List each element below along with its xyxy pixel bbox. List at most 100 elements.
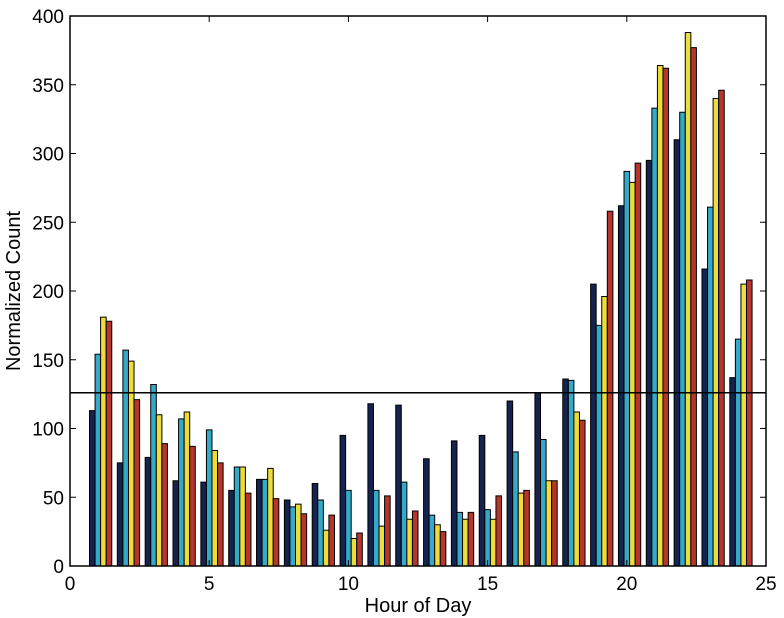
bar-h22-s3 xyxy=(684,32,692,567)
bar-h2-s1 xyxy=(116,462,124,567)
bar-h14-s4 xyxy=(467,511,475,567)
bar-h8-s2 xyxy=(289,506,297,567)
bars-group xyxy=(88,32,753,567)
bar-h12-s2 xyxy=(400,481,408,567)
bar-h18-s4 xyxy=(578,419,586,567)
y-tick-label: 50 xyxy=(43,488,64,509)
x-tick-label: 5 xyxy=(204,574,215,595)
bar-h7-s4 xyxy=(272,498,280,567)
bar-h16-s2 xyxy=(512,451,519,567)
bar-h1-s2 xyxy=(94,353,102,567)
bar-h4-s2 xyxy=(178,418,185,567)
bar-h24-s3 xyxy=(740,283,748,567)
bar-h16-s4 xyxy=(523,489,530,567)
bar-h2-s2 xyxy=(122,349,129,567)
x-tick-label: 20 xyxy=(616,574,637,595)
bar-h21-s4 xyxy=(662,67,670,567)
bar-h6-s4 xyxy=(244,492,252,567)
bar-h19-s2 xyxy=(595,324,603,567)
bar-h3-s3 xyxy=(155,414,163,567)
bar-h9-s2 xyxy=(317,499,324,567)
bar-h23-s1 xyxy=(701,268,709,567)
bar-h14-s3 xyxy=(462,518,469,567)
bar-h22-s1 xyxy=(673,139,681,567)
bar-h6-s3 xyxy=(239,466,246,567)
y-tick-label: 200 xyxy=(32,282,64,303)
bar-h1-s4 xyxy=(105,320,113,567)
bar-h22-s2 xyxy=(679,111,686,567)
bar-h1-s3 xyxy=(100,316,107,567)
bar-h17-s1 xyxy=(534,392,541,567)
bar-h2-s4 xyxy=(133,399,141,567)
bar-h17-s2 xyxy=(540,439,547,567)
bar-h9-s1 xyxy=(311,483,319,567)
bar-h21-s2 xyxy=(651,107,658,567)
bar-h16-s1 xyxy=(506,400,514,567)
bar-h11-s1 xyxy=(367,403,374,567)
x-tick-label: 0 xyxy=(65,574,76,595)
bar-h10-s1 xyxy=(339,434,347,567)
bar-h4-s1 xyxy=(172,480,180,567)
bar-h22-s4 xyxy=(690,47,697,567)
bar-h3-s1 xyxy=(144,456,152,567)
bar-h20-s1 xyxy=(617,205,625,567)
bar-h19-s1 xyxy=(590,283,597,567)
bar-h4-s4 xyxy=(189,445,196,567)
bar-h9-s4 xyxy=(328,514,335,567)
bar-h17-s3 xyxy=(545,480,553,567)
x-tick-label: 10 xyxy=(338,574,359,595)
bar-h24-s4 xyxy=(746,279,753,567)
bar-h18-s1 xyxy=(562,378,569,567)
bar-h7-s2 xyxy=(261,478,269,567)
bar-h2-s3 xyxy=(127,360,135,567)
bar-h15-s4 xyxy=(495,495,503,567)
bar-h6-s2 xyxy=(233,466,241,567)
bar-h16-s3 xyxy=(517,492,525,567)
bar-h10-s3 xyxy=(350,538,358,567)
bar-h17-s4 xyxy=(551,480,558,567)
bar-h12-s1 xyxy=(395,404,402,567)
bar-h21-s3 xyxy=(656,65,664,567)
bar-h11-s4 xyxy=(384,495,391,567)
bar-h18-s2 xyxy=(567,379,575,567)
bar-h8-s3 xyxy=(295,503,302,567)
bar-h7-s3 xyxy=(267,467,274,567)
bar-h5-s3 xyxy=(211,450,219,567)
bar-h20-s3 xyxy=(629,181,636,567)
bar-h20-s2 xyxy=(623,170,631,567)
bar-h10-s2 xyxy=(345,489,352,567)
bar-h12-s3 xyxy=(406,518,413,567)
bar-h10-s4 xyxy=(356,532,363,567)
y-tick-label: 300 xyxy=(32,145,64,166)
y-tick-label: 400 xyxy=(32,7,64,28)
bar-h13-s2 xyxy=(428,514,436,567)
bar-h15-s3 xyxy=(489,518,497,567)
bar-h24-s1 xyxy=(729,377,736,567)
bar-h19-s3 xyxy=(601,296,608,567)
x-tick-label: 25 xyxy=(755,574,776,595)
y-tick-label: 350 xyxy=(32,76,64,97)
bar-h15-s1 xyxy=(478,434,486,567)
bar-h23-s4 xyxy=(718,89,725,567)
bar-h13-s4 xyxy=(439,531,447,567)
bar-h19-s4 xyxy=(606,210,614,567)
x-tick-label: 15 xyxy=(477,574,498,595)
bar-h23-s2 xyxy=(707,206,714,567)
y-tick-label: 0 xyxy=(53,557,64,578)
y-tick-label: 250 xyxy=(32,213,64,234)
bar-h3-s2 xyxy=(150,384,157,567)
bar-h9-s3 xyxy=(322,529,330,567)
bar-h20-s4 xyxy=(634,162,642,567)
y-tick-label: 150 xyxy=(32,351,64,372)
bar-h11-s2 xyxy=(372,489,380,567)
bar-h13-s3 xyxy=(434,524,441,567)
bar-h3-s4 xyxy=(161,443,168,567)
y-axis-label: Normalized Count xyxy=(3,211,25,372)
bar-h23-s3 xyxy=(712,98,720,567)
bar-h14-s1 xyxy=(450,440,458,567)
bar-h12-s4 xyxy=(411,510,419,567)
x-axis-label: Hour of Day xyxy=(365,595,472,617)
plot-frame xyxy=(69,15,767,567)
